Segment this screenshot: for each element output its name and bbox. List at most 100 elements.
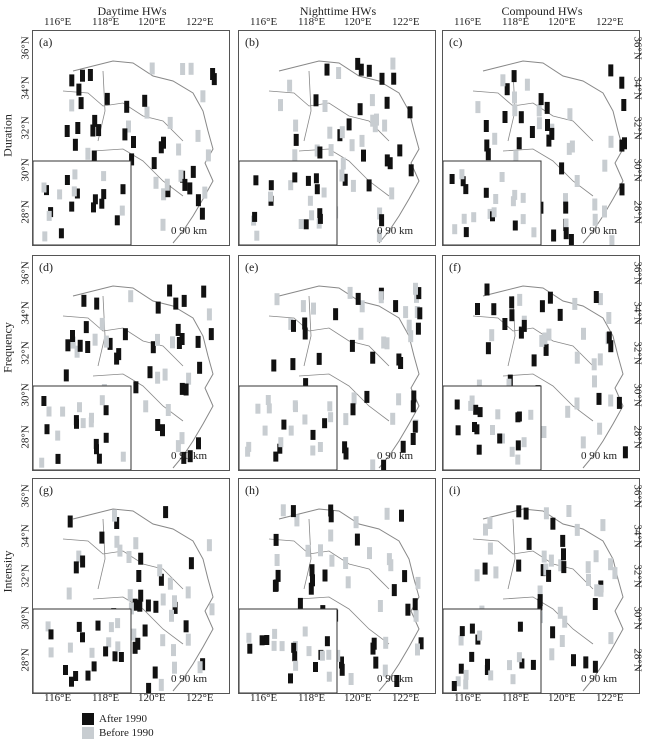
lat-tick-left-2: 32°N: [19, 116, 32, 140]
station-mark: [195, 129, 201, 142]
inset-station-mark: [115, 641, 121, 652]
station-mark: [416, 287, 422, 300]
station-mark: [339, 663, 345, 676]
station-mark: [536, 104, 542, 117]
lat-tick-left-3: 30°N: [19, 606, 32, 630]
station-mark: [205, 149, 211, 162]
station-mark: [513, 150, 519, 163]
station-mark: [343, 413, 349, 426]
inset-station-mark: [512, 189, 518, 200]
station-mark: [566, 505, 572, 517]
station-mark: [512, 91, 517, 104]
inset-station-mark: [58, 228, 64, 239]
lon-tick-top-1: 118°E: [502, 16, 530, 28]
station-mark: [183, 383, 189, 396]
station-mark: [583, 656, 589, 669]
inset-station-mark: [246, 441, 252, 452]
inset-station-mark: [93, 438, 99, 449]
inset-station-mark: [69, 201, 75, 212]
station-mark: [66, 587, 72, 600]
station-mark: [571, 654, 576, 667]
station-mark: [155, 419, 161, 431]
station-mark: [475, 303, 480, 315]
station-mark: [403, 306, 409, 319]
inset-station-mark: [57, 189, 63, 200]
inset-station-mark: [48, 629, 54, 640]
station-mark: [376, 230, 382, 242]
inset-station-mark: [94, 444, 99, 455]
inset-station-mark: [309, 210, 315, 221]
station-mark: [407, 106, 413, 119]
inset-station-mark: [281, 419, 287, 430]
station-mark: [347, 286, 353, 299]
inset-station-mark: [463, 669, 469, 680]
panel-label: (f): [449, 260, 461, 274]
inset-station-mark: [44, 424, 50, 435]
lat-tick-left-3: 30°N: [19, 158, 32, 182]
station-mark: [333, 308, 339, 321]
station-mark: [75, 122, 81, 134]
station-mark: [381, 459, 387, 470]
inset-station-mark: [307, 195, 313, 206]
inset-station-mark: [279, 641, 285, 652]
station-mark: [128, 290, 134, 303]
station-mark: [275, 569, 281, 582]
station-mark: [489, 329, 495, 342]
station-mark: [371, 637, 377, 650]
lon-tick-bottom-1: 118°E: [298, 692, 326, 704]
inset-station-mark: [103, 432, 109, 443]
panel-label: (a): [39, 35, 53, 49]
coastline: [72, 508, 214, 692]
inset-station-mark: [455, 676, 461, 687]
station-mark: [210, 68, 216, 80]
inset-map-frame: [239, 160, 338, 245]
province-boundary: [472, 518, 594, 645]
station-mark: [593, 550, 599, 563]
inset-station-mark: [497, 433, 503, 444]
lat-tick-right-1: 34°N: [631, 524, 644, 548]
inset-station-mark: [39, 457, 45, 468]
lon-tick-bottom-1: 118°E: [92, 692, 120, 704]
station-mark: [343, 557, 349, 569]
station-mark: [209, 603, 215, 616]
station-mark: [201, 285, 207, 298]
station-mark: [410, 400, 416, 413]
station-mark: [384, 96, 390, 109]
map-svg: [33, 284, 214, 470]
station-mark: [287, 79, 293, 92]
station-mark: [364, 390, 370, 403]
inset-station-mark: [95, 620, 101, 631]
lat-tick-right-4: 28°N: [631, 648, 644, 672]
station-mark: [162, 368, 168, 381]
station-mark: [128, 602, 134, 615]
station-mark: [526, 537, 532, 550]
station-mark: [390, 412, 396, 425]
station-mark: [164, 178, 170, 191]
inset-station-mark: [452, 224, 458, 235]
station-mark: [560, 534, 566, 547]
lon-tick-bottom-3: 122°E: [186, 692, 214, 704]
inset-station-mark: [115, 618, 121, 629]
station-mark: [557, 606, 563, 619]
panel-label: (h): [245, 483, 259, 497]
inset-station-mark: [88, 417, 94, 428]
station-mark: [293, 133, 299, 146]
lat-tick-right-4: 28°N: [631, 425, 644, 449]
inset-station-mark: [499, 172, 505, 182]
map-svg: [239, 504, 424, 693]
station-mark: [197, 661, 203, 674]
station-mark: [103, 335, 109, 348]
inset-station-mark: [108, 622, 114, 633]
station-mark: [292, 149, 298, 162]
station-mark: [574, 175, 580, 187]
lat-tick-left-2: 32°N: [19, 564, 32, 588]
station-mark: [549, 648, 555, 661]
station-mark: [117, 544, 123, 557]
station-mark: [155, 301, 161, 314]
station-mark: [523, 507, 529, 520]
inset-station-mark: [298, 219, 304, 229]
inset-station-mark: [521, 437, 527, 448]
station-mark: [539, 334, 545, 347]
station-mark: [538, 93, 544, 106]
station-mark: [176, 143, 182, 156]
